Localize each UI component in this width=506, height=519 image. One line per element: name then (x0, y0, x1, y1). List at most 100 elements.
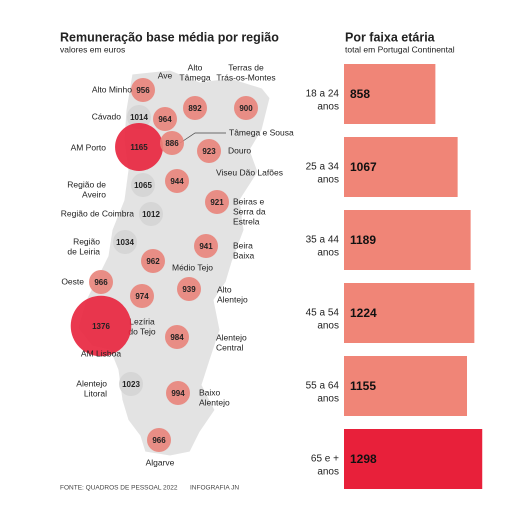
region-value: 966 (152, 436, 166, 445)
region-value: 939 (182, 285, 196, 294)
bar-value: 1067 (350, 160, 377, 174)
credit: INFOGRAFIA JN (190, 485, 239, 492)
region-bubble (70, 295, 132, 357)
region-name: Douro (228, 145, 251, 155)
bar-value: 1298 (350, 452, 377, 466)
region-value: 892 (188, 104, 202, 113)
region-bubble (234, 96, 258, 120)
region-name: Serra da (233, 206, 266, 216)
region-name: Alentejo (216, 332, 247, 342)
region-bubble (183, 96, 207, 120)
region-name: Lezíria (129, 316, 155, 326)
region-bubble (127, 105, 151, 129)
region-name: Litoral (84, 388, 107, 398)
region-name: Alto Minho (92, 84, 132, 94)
bar (344, 137, 458, 197)
category-label: anos (317, 467, 339, 478)
category-label: anos (317, 321, 339, 332)
category-label: anos (317, 394, 339, 405)
category-label: anos (317, 102, 339, 113)
region-bubble (130, 284, 154, 308)
region-bubble (165, 325, 189, 349)
region-bubble (119, 372, 143, 396)
region-bubble (194, 234, 218, 258)
region-value: 944 (170, 177, 184, 186)
region-value: 956 (136, 86, 150, 95)
bar (344, 283, 475, 343)
tamega-leader (179, 132, 226, 144)
region-bubble (177, 277, 201, 301)
region-name: Alto (188, 62, 203, 72)
region-bubble (205, 190, 229, 214)
bar-value: 1189 (350, 233, 376, 247)
region-name: Ave (158, 70, 173, 80)
region-name: de Leiria (67, 246, 100, 256)
region-value: 974 (135, 292, 149, 301)
region-name: Baixa (233, 250, 255, 260)
category-label: anos (317, 248, 339, 259)
region-name: Região de Coimbra (61, 208, 135, 218)
region-name: Baixo (199, 387, 221, 397)
map-subtitle: valores em euros (60, 44, 125, 54)
region-bubble (197, 139, 221, 163)
region-value: 921 (210, 198, 224, 207)
region-name: Estrela (233, 216, 260, 226)
category-label: 55 a 64 (306, 381, 340, 392)
bar-value: 1155 (350, 379, 376, 393)
region-name: AM Porto (71, 142, 107, 152)
region-name: Tâmega (179, 72, 210, 82)
region-name: AM Lisboa (81, 348, 121, 358)
category-label: 18 a 24 (306, 89, 340, 100)
region-value: 886 (165, 139, 179, 148)
region-value: 1023 (122, 380, 140, 389)
region-name: Trás-os-Montes (216, 72, 275, 82)
region-name: Algarve (146, 457, 175, 467)
bar (344, 429, 483, 489)
region-value: 964 (158, 115, 172, 124)
category-label: 35 a 44 (306, 235, 340, 246)
region-bubble (131, 78, 155, 102)
bar (344, 210, 471, 270)
region-name: Alentejo (76, 378, 107, 388)
region-value: 1014 (130, 113, 148, 122)
bar-value: 1224 (350, 306, 377, 320)
region-bubble (153, 107, 177, 131)
region-value: 1165 (130, 143, 148, 152)
region-name: Oeste (61, 276, 84, 286)
source: FONTE: QUADROS DE PESSOAL 2022 (60, 485, 178, 492)
region-name: Alto (217, 284, 232, 294)
region-name: Cávado (92, 111, 122, 121)
bar-value: 858 (350, 87, 370, 101)
bar (344, 356, 468, 416)
bar (344, 64, 436, 124)
region-value: 900 (239, 104, 253, 113)
region-name: Alentejo (199, 397, 230, 407)
region-name: Tâmega e Sousa (229, 127, 294, 137)
region-value: 962 (146, 257, 160, 266)
region-name: Alentejo (217, 294, 248, 304)
map-shape (77, 69, 271, 457)
region-name: Viseu Dão Lafões (216, 167, 283, 177)
region-name: Médio Tejo (172, 262, 213, 272)
region-bubble (113, 230, 137, 254)
chart-title: Por faixa etária (345, 30, 436, 44)
region-value: 1376 (92, 322, 110, 331)
region-name: Região de (67, 179, 106, 189)
region-bubble (141, 249, 165, 273)
region-bubble (165, 169, 189, 193)
region-name: Central (216, 342, 244, 352)
region-name: Terras de (228, 62, 264, 72)
region-name: Região (73, 236, 100, 246)
region-value: 1012 (142, 210, 160, 219)
region-bubble (139, 202, 163, 226)
category-label: anos (317, 175, 339, 186)
region-bubble (89, 270, 113, 294)
region-value: 923 (202, 147, 216, 156)
region-value: 941 (199, 242, 213, 251)
region-name: Beira (233, 240, 253, 250)
category-label: 45 a 54 (306, 308, 340, 319)
region-name: Beiras e (233, 196, 264, 206)
region-bubble (160, 131, 184, 155)
category-label: 65 e + (311, 454, 339, 465)
